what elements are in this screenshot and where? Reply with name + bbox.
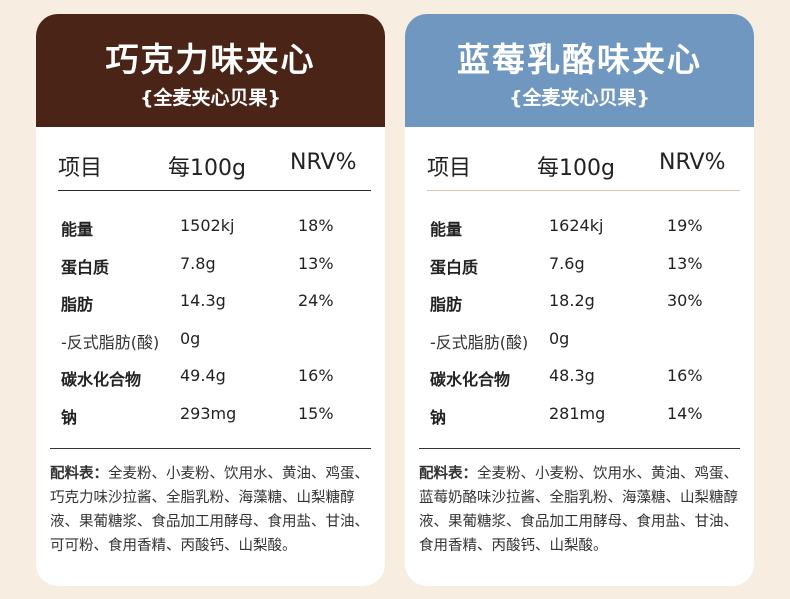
card-title: 蓝莓乳酪味夹心 [457,40,702,79]
divider [419,448,740,449]
nutrient-name: 钠 [430,407,447,427]
divider [50,448,371,449]
nutrient-value: 293mg [180,403,237,423]
chocolate-nutrition-card: 巧克力味夹心 {全麦夹心贝果} 项目 每100g NRV% 能量 1502kj … [36,14,385,586]
table-row: 能量 1624kj 19% [430,210,740,248]
ingredients-text: 全麦粉、小麦粉、饮用水、黄油、鸡蛋、巧克力味沙拉酱、全脂乳粉、海藻糖、山梨糖醇液… [50,466,369,554]
table-row: 能量 1502kj 18% [61,210,371,248]
nutrient-value: 0g [549,328,570,348]
card-header: 蓝莓乳酪味夹心 {全麦夹心贝果} [405,14,754,127]
table-header: 项目 每100g NRV% [58,144,371,191]
table-row: 碳水化合物 48.3g 16% [430,360,740,398]
column-header-nrv: NRV% [290,150,357,175]
table-row: 钠 293mg 15% [61,398,371,436]
ingredients-label: 配料表： [50,466,108,482]
nutrient-name: 脂肪 [430,295,463,315]
table-row: 脂肪 18.2g 30% [430,285,740,323]
blueberry-nutrition-card: 蓝莓乳酪味夹心 {全麦夹心贝果} 项目 每100g NRV% 能量 1624kj… [405,14,754,586]
nutrient-value: 7.8g [180,253,216,273]
table-row: 脂肪 14.3g 24% [61,285,371,323]
column-header-nrv: NRV% [659,150,726,175]
nutrient-nrv: 13% [667,253,703,273]
nutrient-value: 7.6g [549,253,585,273]
nutrient-name: -反式脂肪(酸) [430,332,529,352]
nutrient-nrv: 18% [298,216,334,235]
nutrient-name: 蛋白质 [430,257,479,277]
nutrient-value: 281mg [549,403,606,423]
ingredients-label: 配料表： [419,466,477,482]
nutrient-name: 能量 [430,220,463,239]
nutrient-nrv: 14% [667,403,703,423]
nutrient-nrv: 15% [298,403,334,423]
column-header-per-100g: 每100g [537,156,615,181]
card-subtitle: {全麦夹心贝果} [508,87,651,109]
nutrition-rows: 能量 1624kj 19% 蛋白质 7.6g 13% 脂肪 18.2g 30% … [430,210,740,436]
table-row: 钠 281mg 14% [430,398,740,436]
nutrient-name: 钠 [61,407,78,427]
nutrient-nrv: 16% [667,366,703,386]
nutrient-value: 48.3g [549,366,595,386]
nutrient-value: 1624kj [549,216,604,235]
table-row: 碳水化合物 49.4g 16% [61,360,371,398]
nutrient-nrv: 24% [298,291,334,311]
nutrient-value: 0g [180,328,201,348]
nutrient-name: 碳水化合物 [430,370,511,390]
card-header: 巧克力味夹心 {全麦夹心贝果} [36,14,385,127]
nutrient-name: 蛋白质 [61,257,110,277]
nutrient-nrv: 16% [298,366,334,386]
column-header-per-100g: 每100g [168,156,246,181]
nutrient-value: 14.3g [180,291,226,311]
nutrient-nrv: 13% [298,253,334,273]
column-header-item: 项目 [58,156,103,181]
table-row: 蛋白质 7.6g 13% [430,248,740,286]
column-header-item: 项目 [427,156,472,181]
nutrient-name: -反式脂肪(酸) [61,332,160,352]
nutrition-rows: 能量 1502kj 18% 蛋白质 7.8g 13% 脂肪 14.3g 24% … [61,210,371,436]
table-row: -反式脂肪(酸) 0g [430,323,740,361]
nutrient-value: 18.2g [549,291,595,311]
nutrient-name: 脂肪 [61,295,94,315]
card-title: 巧克力味夹心 [105,40,316,79]
table-row: 蛋白质 7.8g 13% [61,248,371,286]
card-subtitle: {全麦夹心贝果} [139,87,282,109]
ingredients-list: 配料表：全麦粉、小麦粉、饮用水、黄油、鸡蛋、巧克力味沙拉酱、全脂乳粉、海藻糖、山… [50,462,375,558]
nutrient-name: 能量 [61,220,94,239]
nutrient-value: 1502kj [180,216,235,235]
nutrient-nrv: 19% [667,216,703,235]
nutrient-nrv: 30% [667,291,703,311]
table-row: -反式脂肪(酸) 0g [61,323,371,361]
nutrient-value: 49.4g [180,366,226,386]
nutrient-name: 碳水化合物 [61,370,142,390]
ingredients-list: 配料表：全麦粉、小麦粉、饮用水、黄油、鸡蛋、蓝莓奶酪味沙拉酱、全脂乳粉、海藻糖、… [419,462,744,558]
table-header: 项目 每100g NRV% [427,144,740,191]
ingredients-text: 全麦粉、小麦粉、饮用水、黄油、鸡蛋、蓝莓奶酪味沙拉酱、全脂乳粉、海藻糖、山梨糖醇… [419,466,738,554]
